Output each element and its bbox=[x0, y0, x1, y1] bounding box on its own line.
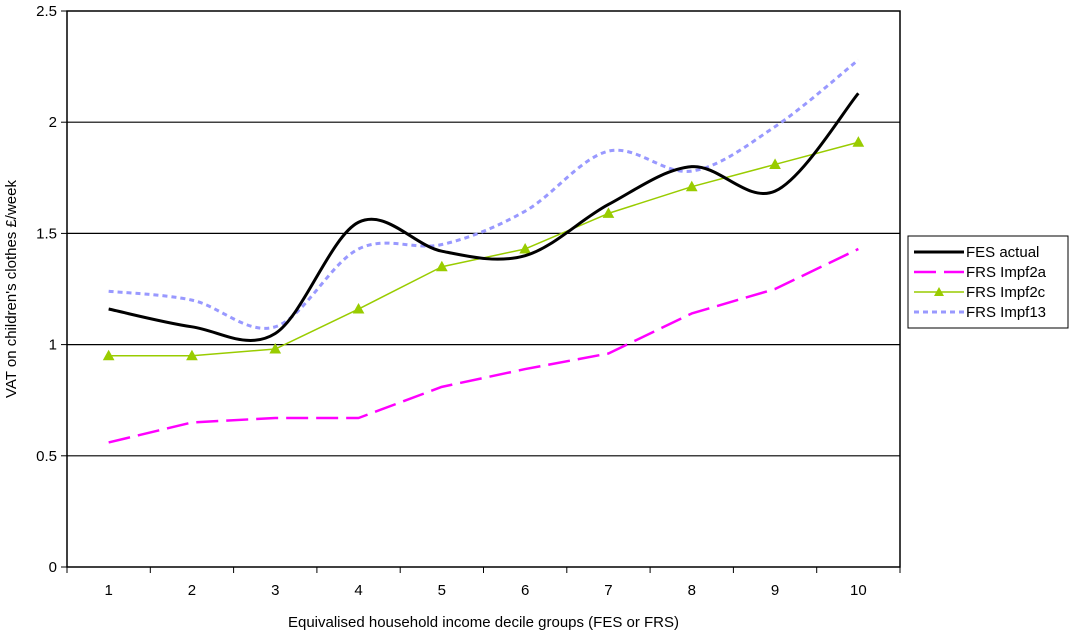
x-tick-label: 6 bbox=[521, 582, 529, 599]
y-tick-label: 0 bbox=[49, 559, 57, 576]
series-line-fes-actual bbox=[108, 92, 860, 342]
x-tick-label: 10 bbox=[850, 582, 867, 599]
data-point bbox=[852, 136, 865, 147]
data-point bbox=[436, 260, 448, 272]
series-line-frs-impf13 bbox=[108, 58, 860, 330]
y-tick-label: 1.5 bbox=[36, 225, 57, 242]
data-point bbox=[102, 349, 115, 361]
data-point bbox=[685, 180, 698, 192]
x-axis-title: Equivalised household income decile grou… bbox=[288, 614, 679, 631]
data-point bbox=[352, 302, 365, 314]
series-line-frs-impf2a bbox=[108, 247, 859, 444]
legend-marker bbox=[934, 287, 944, 296]
data-point bbox=[186, 349, 198, 361]
y-tick-label: 0.5 bbox=[36, 448, 57, 465]
y-tick-label: 1 bbox=[49, 337, 57, 354]
data-point bbox=[769, 158, 781, 169]
legend-label: FES actual bbox=[966, 244, 1039, 261]
x-tick-label: 1 bbox=[104, 582, 112, 599]
legend-label: FRS Impf2c bbox=[966, 284, 1046, 301]
x-axis: 1 2 3 4 5 6 7 8 9 10 bbox=[66, 567, 901, 599]
legend-label: FRS Impf2a bbox=[966, 264, 1047, 281]
data-point bbox=[519, 242, 531, 254]
series-line-frs-impf2c bbox=[108, 141, 859, 357]
x-tick-label: 3 bbox=[271, 582, 279, 599]
x-tick-label: 5 bbox=[438, 582, 446, 599]
x-tick-label: 9 bbox=[771, 582, 779, 599]
y-axis: 0 0.5 1 1.5 2 2.5 bbox=[36, 3, 67, 576]
data-point bbox=[269, 343, 282, 354]
legend-label: FRS Impf13 bbox=[966, 304, 1046, 321]
x-tick-label: 2 bbox=[188, 582, 196, 599]
data-point bbox=[602, 207, 615, 218]
x-tick-label: 8 bbox=[688, 582, 696, 599]
gridlines bbox=[67, 121, 900, 457]
y-tick-label: 2.5 bbox=[36, 3, 57, 20]
y-axis-title: VAT on children's clothes £/week bbox=[3, 180, 20, 398]
x-tick-label: 7 bbox=[604, 582, 612, 599]
series-layer bbox=[102, 58, 865, 444]
y-tick-label: 2 bbox=[49, 114, 57, 131]
x-tick-label: 4 bbox=[354, 582, 362, 599]
legend: FES actual FRS Impf2a FRS Impf2c FRS Impf13 bbox=[907, 235, 1069, 329]
